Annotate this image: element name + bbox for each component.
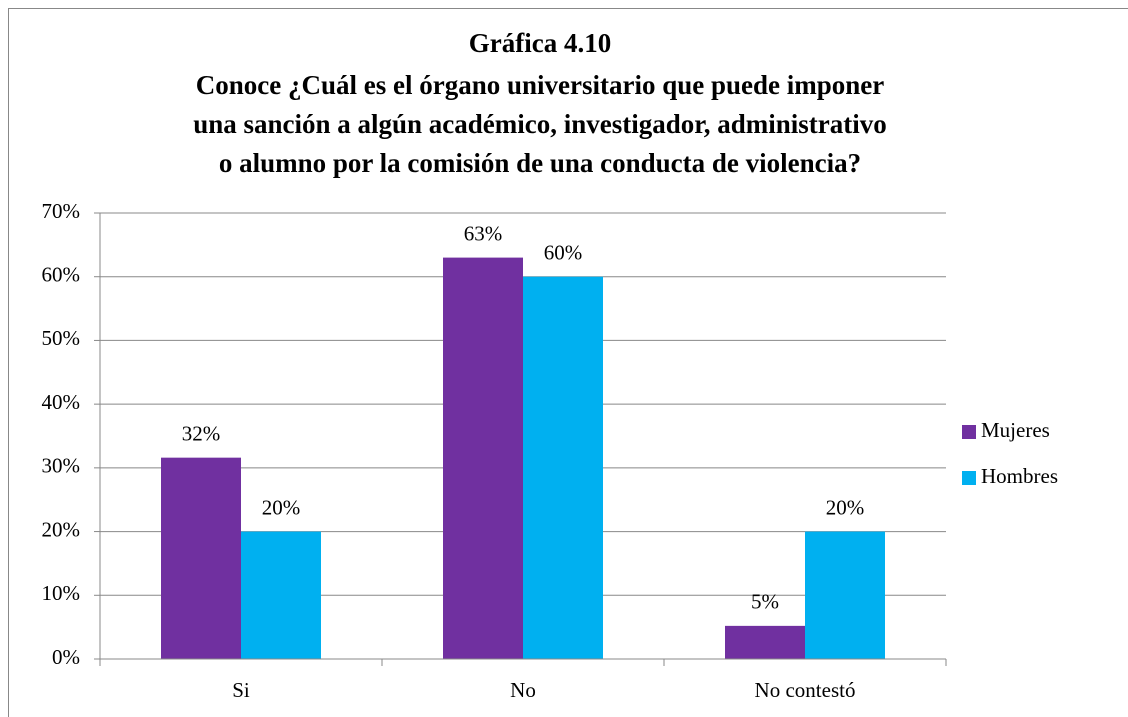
legend-swatch [962, 471, 976, 485]
legend-label: Hombres [981, 464, 1058, 488]
bar [805, 531, 885, 659]
legend-label: Mujeres [981, 418, 1050, 442]
data-label: 32% [182, 421, 221, 445]
bar [725, 625, 805, 659]
chart-subtitle: una sanción a algún académico, investiga… [193, 109, 887, 139]
chart-subtitle: Conoce ¿Cuál es el órgano universitario … [196, 70, 885, 100]
data-label: 60% [544, 241, 583, 265]
y-tick-label: 50% [42, 326, 81, 350]
x-tick-label: No [510, 678, 536, 702]
legend-swatch [962, 425, 976, 439]
data-label: 63% [464, 221, 503, 245]
y-tick-label: 20% [42, 517, 81, 541]
y-tick-label: 70% [42, 199, 81, 223]
y-tick-label: 10% [42, 581, 81, 605]
data-label: 20% [262, 495, 301, 519]
data-label: 20% [826, 495, 865, 519]
data-label: 5% [751, 590, 779, 614]
bar [161, 457, 241, 659]
chart-title: Gráfica 4.10 [469, 28, 611, 58]
y-tick-label: 30% [42, 454, 81, 478]
bar [523, 276, 603, 659]
bar [443, 257, 523, 659]
x-tick-label: Si [232, 678, 250, 702]
x-tick-label: No contestó [755, 678, 856, 702]
chart-subtitle: o alumno por la comisión de una conducta… [219, 148, 861, 178]
y-tick-label: 0% [52, 645, 80, 669]
bar [241, 531, 321, 659]
y-tick-label: 40% [42, 390, 81, 414]
y-tick-label: 60% [42, 263, 81, 287]
